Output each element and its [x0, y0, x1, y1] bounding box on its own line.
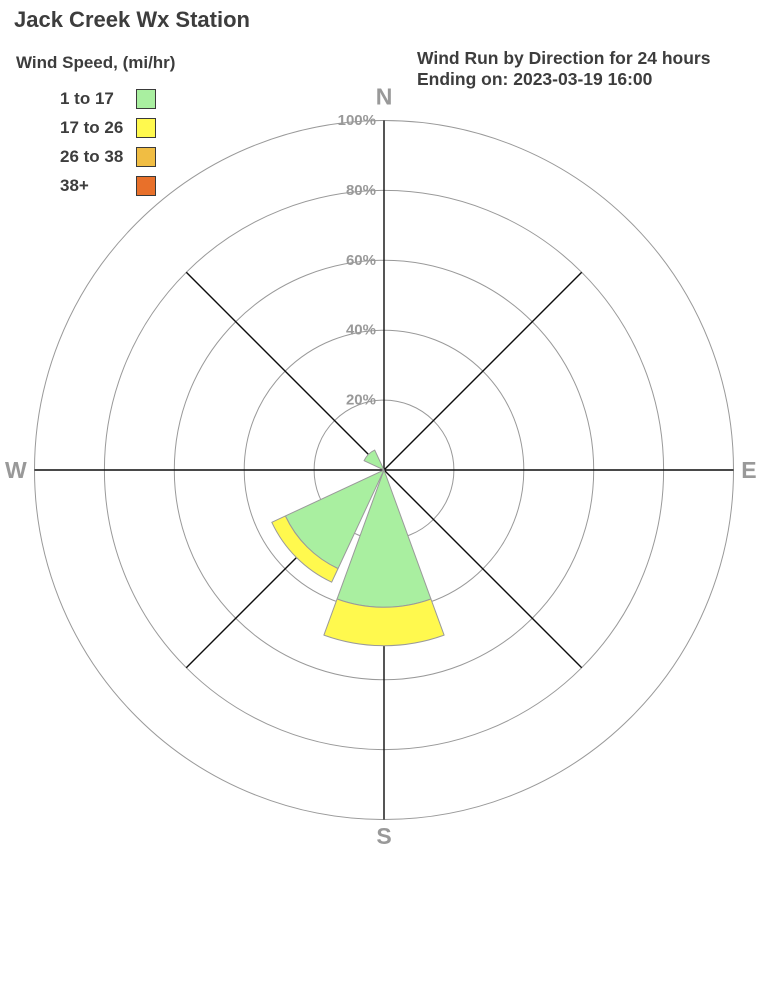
svg-text:40%: 40% [346, 322, 376, 339]
svg-text:N: N [376, 84, 393, 110]
svg-text:80%: 80% [346, 182, 376, 199]
svg-text:S: S [376, 823, 391, 849]
svg-text:60%: 60% [346, 252, 376, 269]
svg-text:20%: 20% [346, 392, 376, 409]
svg-text:W: W [5, 457, 27, 483]
svg-text:E: E [741, 457, 756, 483]
svg-text:100%: 100% [338, 112, 376, 129]
